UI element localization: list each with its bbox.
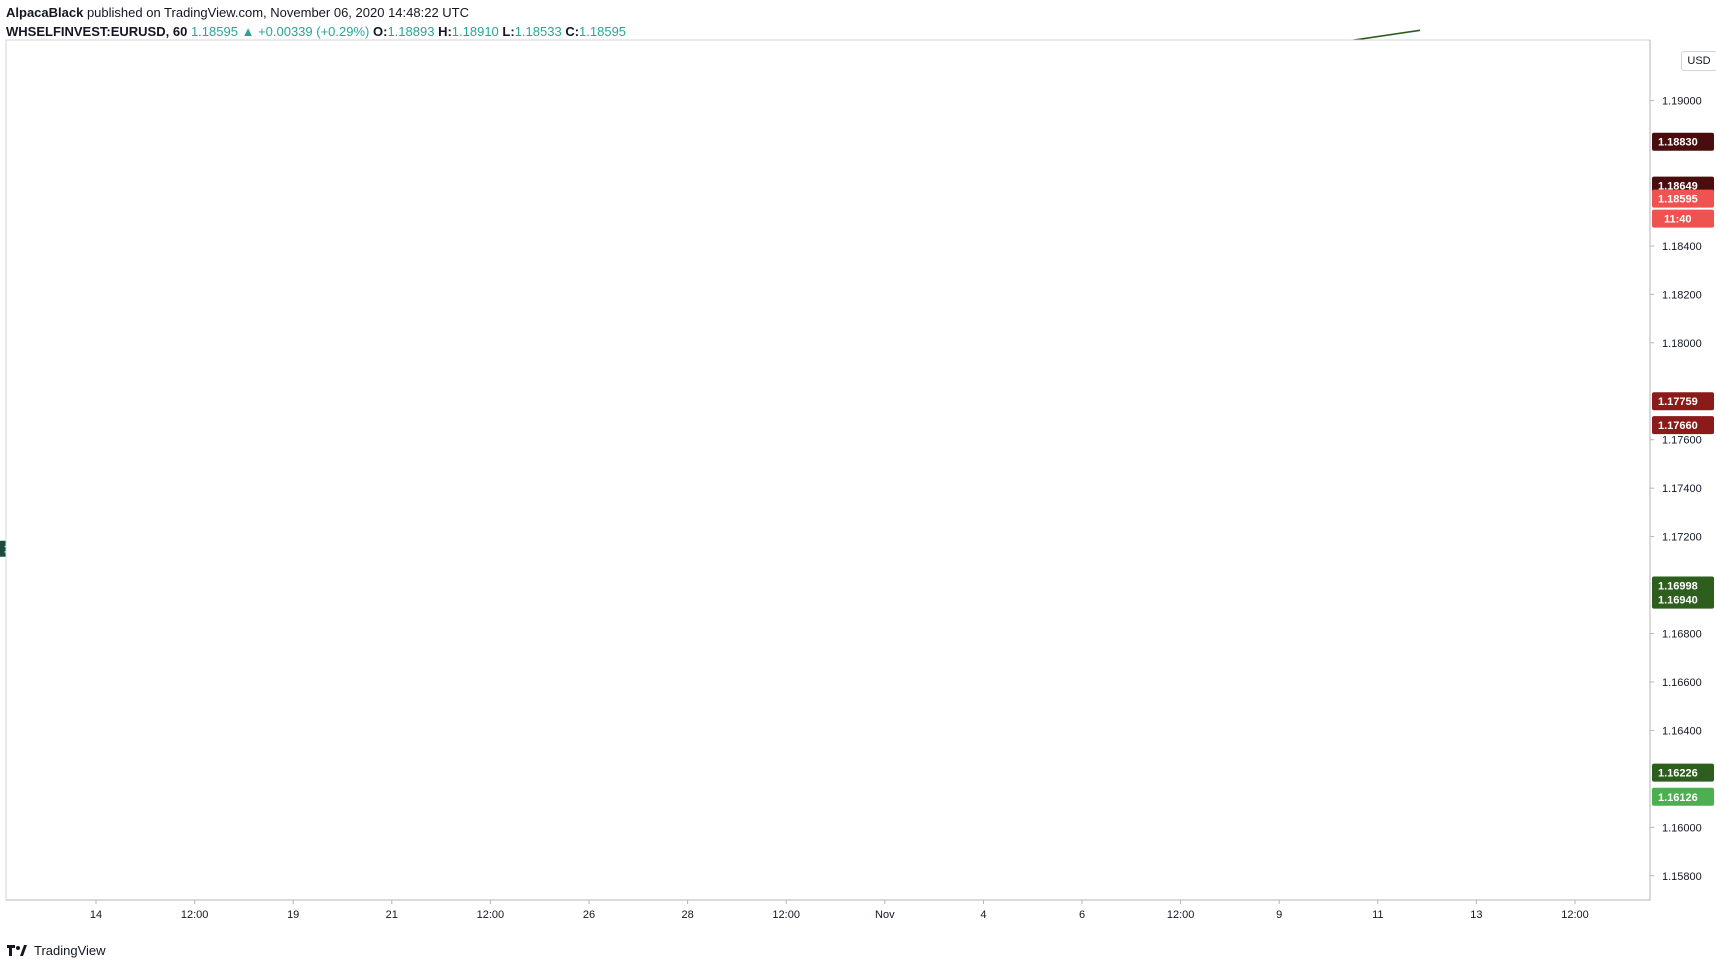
time-tick-label: 19: [287, 909, 299, 921]
time-tick-label: 26: [583, 909, 595, 921]
time-tick-label: 21: [386, 909, 398, 921]
published-text: published on TradingView.com, November 0…: [86, 5, 469, 20]
price-tick-label: 1.18000: [1662, 338, 1702, 350]
symbol-label[interactable]: WHSELFINVEST:EURUSD, 60: [6, 24, 188, 39]
time-tick-label: 13: [1470, 909, 1482, 921]
countdown-tag: [1652, 209, 1714, 228]
time-tick-label: 12:00: [772, 909, 800, 921]
level-price-label: 1.16126: [1658, 792, 1698, 804]
time-tick-label: 12:00: [477, 909, 505, 921]
level-price-label: 1.18830: [1658, 137, 1698, 149]
price-tick-label: 1.17200: [1662, 532, 1702, 544]
low-value: 1.18533: [514, 24, 562, 39]
footer: TradingView: [6, 940, 106, 960]
time-tick-label: 12:00: [181, 909, 209, 921]
level-price-tag: [1652, 590, 1714, 609]
price-tick-label: 1.16000: [1662, 822, 1702, 834]
price-tick-label: 1.17600: [1662, 435, 1702, 447]
currency-button[interactable]: USD: [1681, 51, 1716, 71]
price-tick-label: 1.16400: [1662, 725, 1702, 737]
level-price-tag: [1652, 392, 1714, 411]
time-tick-label: 12:00: [1167, 909, 1195, 921]
up-arrow-icon: ▲: [241, 24, 255, 39]
open-value: 1.18893: [387, 24, 435, 39]
level-price-tag: [1652, 787, 1714, 806]
time-tick-label: 12:00: [1561, 909, 1589, 921]
level-price-label: 1.17759: [1658, 396, 1698, 408]
tradingview-brand[interactable]: TradingView: [34, 942, 106, 958]
tradingview-logo-icon: [7, 945, 27, 956]
price-tick-label: 1.16600: [1662, 677, 1702, 689]
level-price-label: 1.18649: [1658, 181, 1698, 193]
level-price-tag: [1652, 416, 1714, 435]
level-price-label: 1.16940: [1658, 595, 1698, 607]
high-value: 1.18910: [451, 24, 499, 39]
axes-layer: 1.19000 1.18400 1.18200 1.18000 1.17600 1.174…: [5, 39, 1714, 921]
publish-line: AlpacaBlack published on TradingView.com…: [6, 4, 626, 22]
time-tick-label: 11: [1372, 909, 1383, 921]
close-label: C:: [565, 24, 580, 39]
author-name[interactable]: AlpacaBlack: [6, 5, 84, 20]
time-tick-label: 6: [1079, 909, 1085, 921]
time-tick-label: 9: [1276, 909, 1282, 921]
high-label: H:: [438, 24, 452, 39]
time-tick-label: 28: [681, 909, 693, 921]
open-label: O:: [373, 24, 388, 39]
plot-frame: [5, 39, 1651, 901]
level-price-tag: [1652, 763, 1714, 782]
price-tick-label: 1.16800: [1662, 629, 1702, 641]
level-price-tag: [1652, 576, 1714, 595]
countdown-label: 11:40: [1664, 214, 1692, 226]
level-price-label: 1.17660: [1658, 420, 1698, 432]
last-price: 1.18595: [190, 24, 238, 39]
price-tick-label: 1.15800: [1662, 871, 1702, 883]
level-price-tag: [1652, 132, 1714, 151]
ohlc-line: WHSELFINVEST:EURUSD, 60 1.18595 ▲ +0.003…: [6, 23, 626, 41]
price-tick-label: 1.17400: [1662, 483, 1702, 495]
price-change: +0.00339 (+0.29%): [258, 24, 370, 39]
time-tick-label: 4: [980, 909, 986, 921]
level-price-label: 1.18595: [1658, 194, 1698, 206]
level-price-label: 1.16226: [1658, 768, 1698, 780]
price-tick-label: 1.19000: [1662, 96, 1702, 108]
time-tick-label: 14: [90, 909, 102, 921]
price-tick-label: 1.18400: [1662, 241, 1702, 253]
close-value: 1.18595: [579, 24, 627, 39]
chart-header: AlpacaBlack published on TradingView.com…: [6, 4, 626, 41]
level-price-tag: [1652, 189, 1714, 208]
low-label: L:: [502, 24, 515, 39]
price-tick-label: 1.18200: [1662, 289, 1702, 301]
time-tick-label: Nov: [875, 909, 895, 921]
level-price-label: 1.16998: [1658, 581, 1698, 593]
